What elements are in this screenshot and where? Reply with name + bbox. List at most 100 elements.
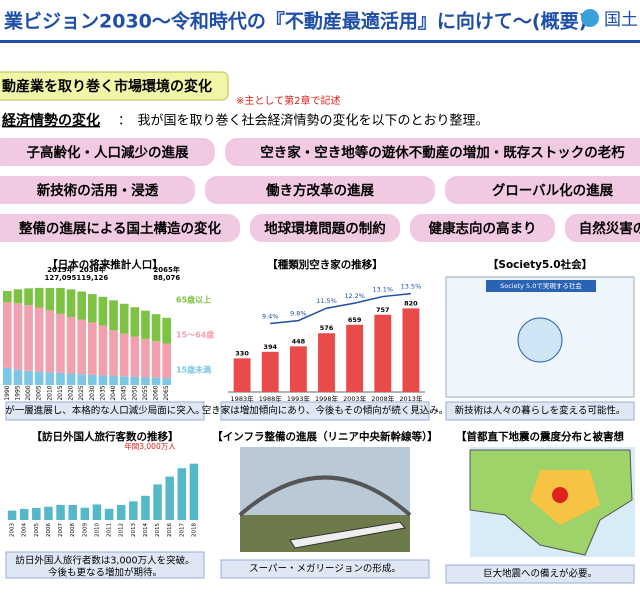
x-tick-label: 2004	[22, 523, 28, 537]
note: ※主として第2章で記述	[236, 94, 340, 107]
bar-segment	[13, 289, 23, 304]
x-tick-label: 2018	[191, 523, 197, 537]
bar	[374, 314, 392, 392]
caption: 訪日外国人旅行者数は3,000万人を突破。	[15, 555, 194, 567]
x-tick-label: 2013年	[399, 394, 423, 403]
bar	[92, 504, 102, 520]
caption-box	[220, 401, 430, 421]
legend-label: 15歳未満	[176, 365, 211, 375]
trend-pill	[445, 176, 640, 204]
annotation-value: 127,095	[44, 274, 76, 282]
bar-segment	[151, 314, 161, 342]
bar	[289, 346, 307, 392]
annotation: 年間3,000万人	[124, 441, 176, 451]
bar-label: 330	[235, 349, 249, 357]
bar-segment	[45, 372, 55, 385]
trend-label: 新技術の活用・浸透	[37, 182, 159, 199]
caption: スーパー・メガリージョンの形成。	[249, 563, 401, 575]
bar	[32, 507, 41, 520]
bar-segment	[56, 313, 65, 373]
bar	[233, 358, 251, 392]
bar-segment	[130, 336, 140, 377]
bar-label: 757	[376, 306, 390, 314]
bar-segment	[109, 330, 118, 376]
bar-label: 659	[348, 316, 362, 324]
bar	[402, 308, 420, 392]
x-tick-label: 1988年	[259, 394, 283, 403]
bar-label: 448	[292, 337, 306, 345]
bar-segment	[34, 307, 44, 372]
bar	[44, 506, 53, 520]
bar-segment	[141, 377, 150, 385]
x-tick-label: 2025	[78, 385, 85, 400]
x-tick-label: 2008	[70, 523, 76, 537]
x-tick-label: 2045	[121, 385, 128, 400]
caption-box	[445, 401, 635, 421]
bar-segment	[77, 319, 86, 375]
bar-segment	[141, 310, 150, 339]
rate-line	[270, 292, 412, 325]
bar-segment	[119, 333, 129, 377]
bar-segment	[151, 377, 161, 385]
bar	[346, 324, 364, 392]
legend-label: 65歳以上	[176, 295, 211, 305]
trend-pill	[565, 214, 640, 242]
bar	[129, 501, 138, 520]
bar	[19, 508, 29, 520]
x-tick-label: 2009	[82, 523, 88, 537]
caption-box	[5, 401, 205, 421]
rate-label: 11.5%	[316, 297, 337, 305]
trend-label: 子高齢化・人口減少の進展	[27, 144, 189, 161]
bar	[104, 508, 114, 520]
hub	[517, 317, 563, 363]
trend-label: 働き方改革の進展	[265, 182, 374, 199]
caption: 巨大地震への備えが必要。	[483, 568, 597, 580]
bar	[116, 504, 126, 520]
x-tick-label: 2010	[94, 523, 100, 537]
x-tick-label: 1998年	[315, 394, 339, 403]
x-tick-label: 2003	[10, 523, 16, 537]
panel-title: 【首都直下地震の震度分布と被害想	[456, 430, 624, 443]
bar-segment	[24, 288, 33, 306]
trend-label: 整備の進展による国土構造の変化	[19, 220, 222, 237]
x-tick-label: 2035	[99, 385, 106, 400]
bar-segment	[88, 294, 97, 323]
annotation-value: 88,076	[153, 274, 180, 282]
bar-segment	[66, 316, 76, 374]
trend-pill	[410, 214, 555, 242]
bar	[80, 507, 90, 520]
x-tick-label: 2007	[58, 523, 64, 537]
bar-segment	[66, 289, 76, 317]
x-tick-label: 2000	[25, 385, 32, 400]
logo: 国土	[604, 10, 638, 30]
annotation-value: 119,126	[76, 274, 108, 282]
logo-mark	[581, 9, 599, 27]
rate-label: 12.2%	[344, 292, 365, 300]
bar-segment	[151, 341, 161, 378]
x-tick-label: 2008年	[371, 394, 395, 403]
caption-box	[220, 559, 430, 579]
trend-label: 健康志向の高まり	[429, 220, 537, 237]
bar-segment	[56, 372, 65, 385]
x-tick-label: 2014	[143, 523, 149, 537]
map-center	[552, 487, 568, 503]
bar	[68, 504, 77, 520]
panel-title: 【訪日外国人旅行客数の推移】	[32, 430, 179, 443]
bar-segment	[98, 375, 108, 385]
x-tick-label: 2065	[163, 385, 170, 400]
trend-pill	[225, 138, 640, 166]
x-tick-label: 2006	[46, 523, 52, 537]
rate-label: 13.5%	[401, 283, 422, 291]
bar	[261, 351, 279, 392]
header-rule	[0, 40, 640, 43]
section-box	[0, 71, 229, 101]
x-tick-label: 1993年	[287, 394, 311, 403]
trend-label: グローバル化の進展	[492, 182, 614, 199]
bar-segment	[24, 305, 33, 371]
x-tick-label: 2003年	[343, 394, 367, 403]
bar-segment	[45, 288, 55, 311]
x-tick-label: 1990	[4, 385, 11, 400]
x-tick-label: 2020	[68, 385, 75, 400]
bar-segment	[3, 367, 12, 385]
